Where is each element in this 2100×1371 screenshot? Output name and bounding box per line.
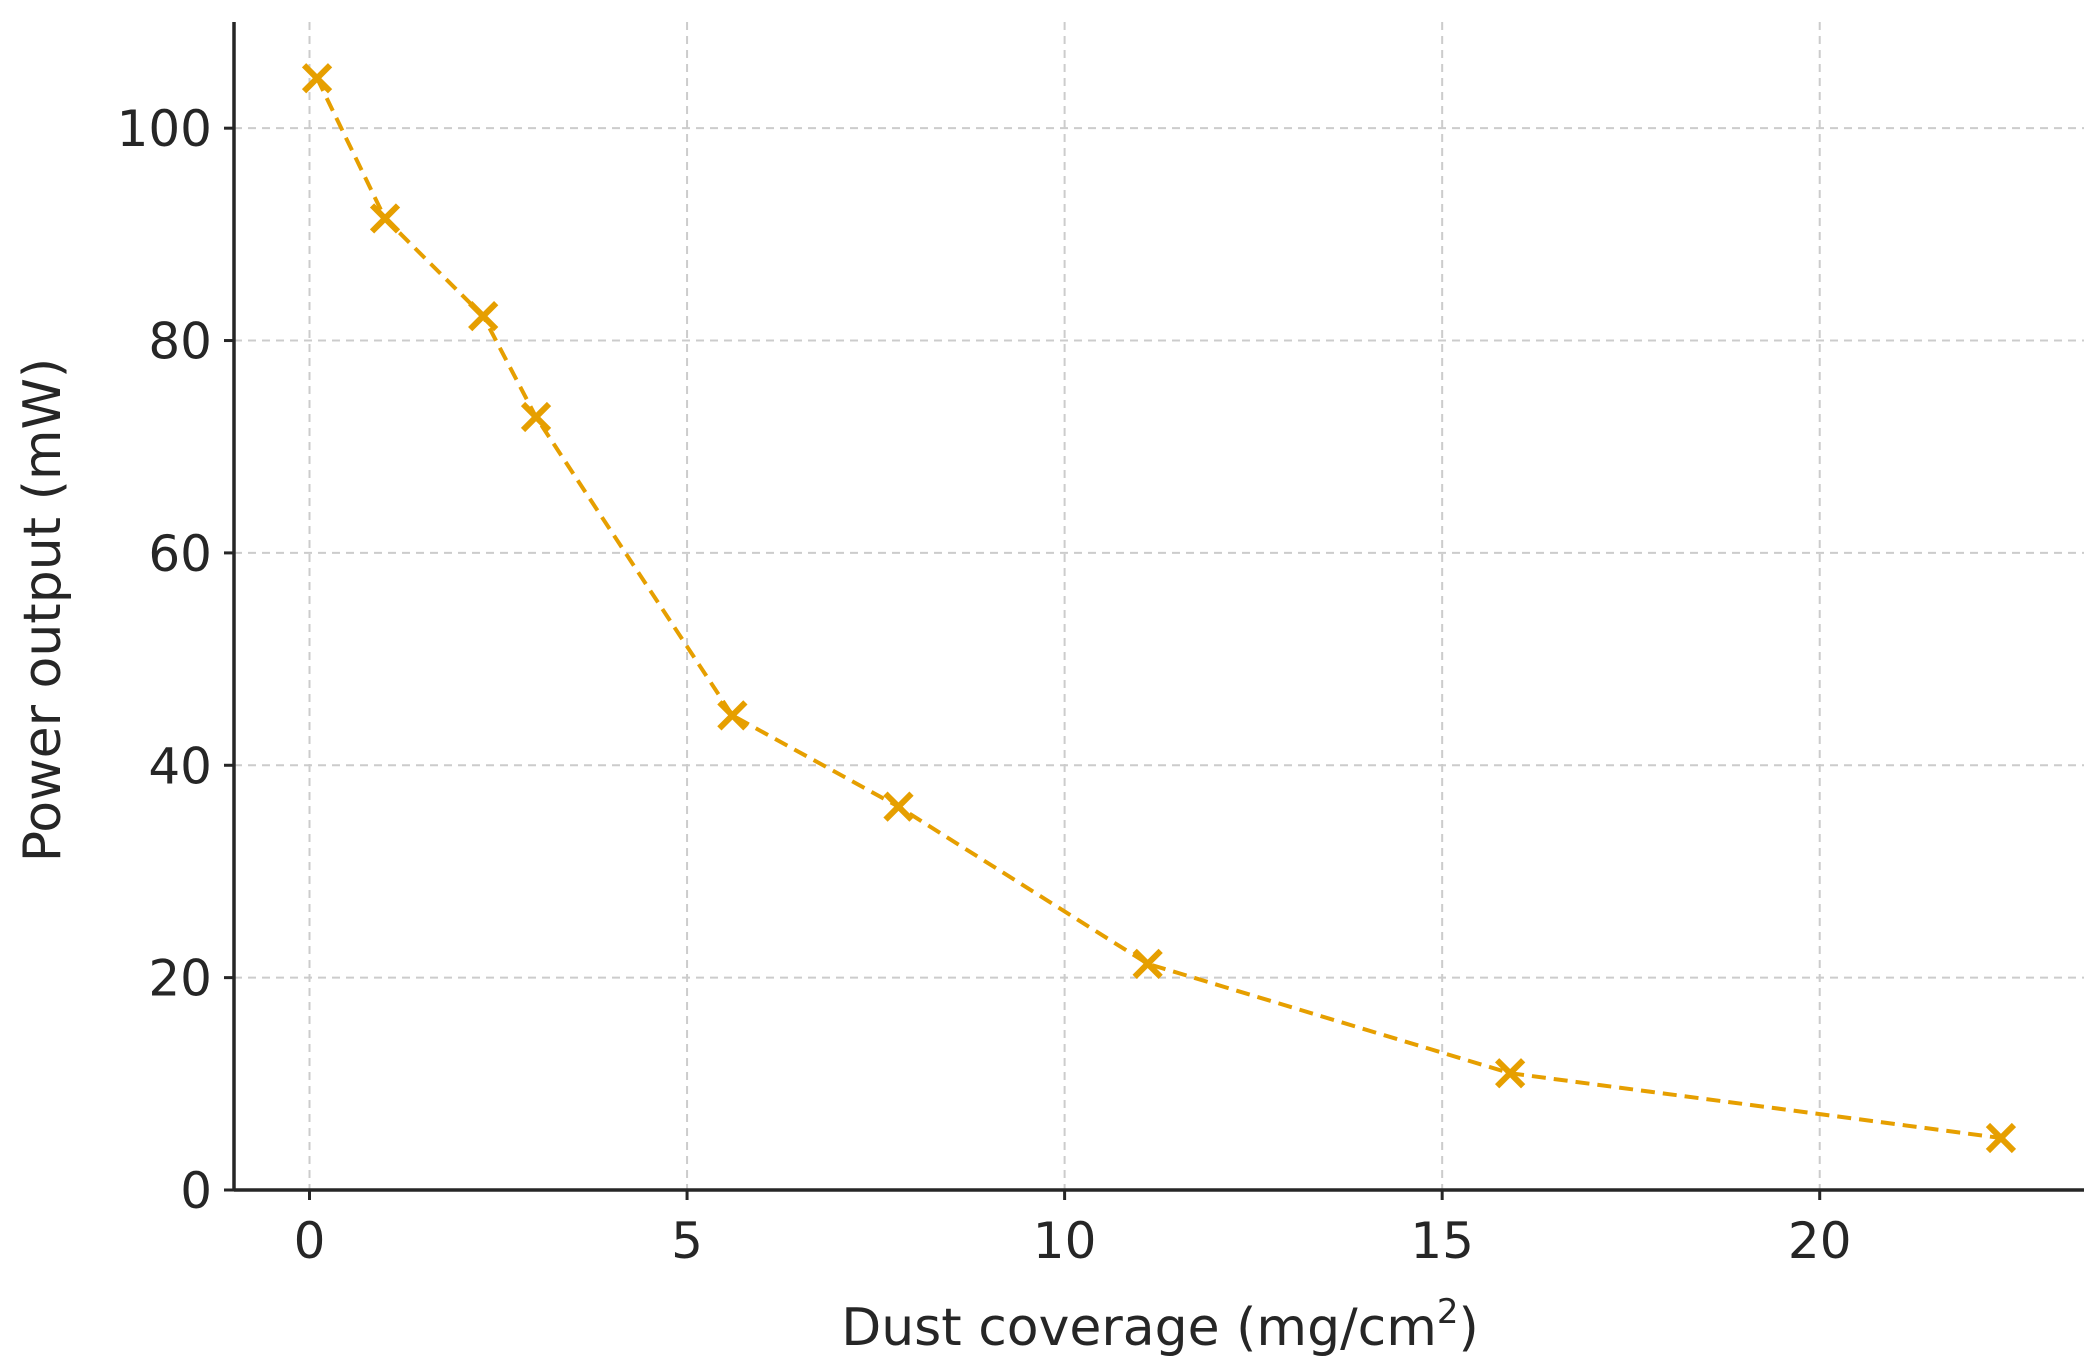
marker-stroke	[1132, 948, 1163, 979]
y-tick-label: 20	[148, 950, 212, 1008]
marker-stroke	[301, 63, 333, 94]
data-point-marker	[520, 401, 552, 433]
x-axis-title-main: Dust coverage (mg/cm	[841, 1298, 1437, 1358]
y-tick-label: 80	[148, 313, 212, 371]
data-point-marker	[1132, 948, 1163, 979]
x-tick-label: 20	[1788, 1212, 1852, 1270]
axes	[224, 22, 2084, 1200]
x-axis-title-suffix: )	[1459, 1298, 1479, 1358]
x-tick-label: 10	[1033, 1212, 1097, 1270]
y-tick-label: 0	[180, 1162, 212, 1220]
marker-stroke	[468, 301, 499, 332]
x-axis-title-superscript: 2	[1437, 1292, 1459, 1332]
x-tick-label: 0	[294, 1212, 326, 1270]
marker-stroke	[1495, 1058, 1526, 1089]
marker-stroke	[883, 791, 914, 822]
data-point-marker	[369, 203, 401, 234]
data-point-marker	[717, 700, 748, 731]
data-point-marker	[301, 63, 333, 94]
x-tick-label: 5	[671, 1212, 703, 1270]
data-point-marker	[1985, 1122, 2017, 1154]
y-tick-label: 100	[117, 100, 212, 158]
data-series	[301, 63, 2017, 1154]
y-tick-label: 60	[148, 525, 212, 583]
x-axis-title: Dust coverage (mg/cm2)	[841, 1292, 1479, 1358]
marker-stroke	[1985, 1122, 2017, 1154]
y-tick-label: 40	[148, 737, 212, 795]
marker-stroke	[520, 401, 552, 433]
tick-labels: 0 5 10 15 20 0 20 40 60 80 100	[117, 100, 1852, 1270]
series-line	[315, 77, 2002, 1140]
data-point-marker	[1495, 1058, 1526, 1089]
data-point-marker	[468, 301, 499, 332]
y-axis-title: Power output (mW)	[13, 358, 73, 862]
grid	[234, 22, 2084, 1191]
marker-stroke	[717, 700, 748, 731]
marker-stroke	[369, 203, 401, 234]
x-tick-label: 15	[1410, 1212, 1474, 1270]
data-point-marker	[883, 791, 914, 822]
